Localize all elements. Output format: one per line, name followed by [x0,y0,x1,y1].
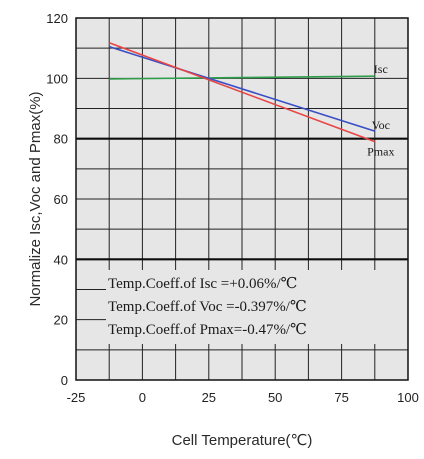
x-tick-label: 100 [397,390,419,405]
y-tick-label: 20 [54,313,68,328]
y-axis-title: Normalize Isc,Voc and Pmax(%) [27,91,44,306]
x-tick-label: -25 [67,390,86,405]
annotation-box: Temp.Coeff.of Isc =+0.06%/℃ Temp.Coeff.o… [106,270,408,344]
series-label-voc: Voc [372,118,390,132]
y-tick-label: 60 [54,192,68,207]
plot-frame [75,17,409,381]
annotation-background [106,270,408,344]
y-tick-label: 40 [54,252,68,267]
series-line-voc [108,45,376,132]
annotation-isc: Temp.Coeff.of Isc =+0.06%/℃ [108,276,297,292]
x-axis-title: Cell Temperature(℃) [172,432,313,449]
series-label-pmax: Pmax [367,145,394,159]
series-line-pmax [108,41,376,143]
series-label-isc: Isc [374,62,388,76]
x-tick-label: 25 [202,390,216,405]
x-tick-label: 0 [139,390,146,405]
series-line-isc [109,75,375,80]
annotation-voc: Temp.Coeff.of Voc =-0.397%/℃ [108,299,307,315]
annotation-pmax: Temp.Coeff.of Pmax=-0.47%/℃ [108,322,307,338]
y-tick-label: 0 [61,373,68,388]
y-tick-label: 80 [54,132,68,147]
tick-labels: -25 0 25 50 75 100 0 20 40 60 80 100 120 [46,11,419,405]
series-lines [108,41,376,143]
x-tick-label: 75 [334,390,348,405]
x-tick-label: 50 [268,390,282,405]
y-tick-label: 120 [46,11,68,26]
y-tick-label: 100 [46,71,68,86]
series-labels: Isc Voc Pmax [367,62,394,158]
